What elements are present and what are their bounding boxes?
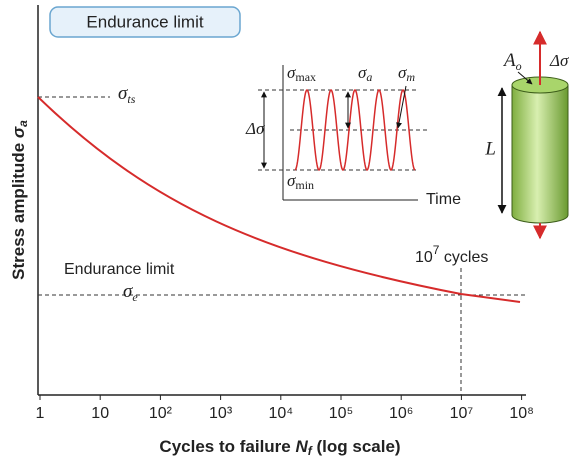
label-part: min: [295, 178, 314, 192]
min-label: σmin: [287, 171, 314, 192]
label-part: 7: [433, 243, 440, 257]
specimen-body: [511, 85, 569, 224]
x-tick-label: 10²: [149, 405, 173, 422]
label-part: σ: [118, 83, 128, 104]
sn-curve: [37, 96, 521, 303]
label-part: A: [502, 50, 516, 71]
area-label: Ao: [502, 50, 522, 72]
y-axis-label: Stress amplitude σa: [9, 120, 30, 280]
x-tick-label: 10⁶: [389, 405, 413, 422]
x-ticks: 1 10 10² 10³ 10⁴ 10⁵ 10⁶ 10⁷ 10⁸: [36, 395, 534, 422]
label-part: 10: [415, 249, 433, 266]
inset-wave: [294, 89, 416, 171]
endurance-symbol: σe: [123, 281, 138, 303]
x-tick-label: 10⁷: [450, 405, 474, 422]
label-part: σ: [358, 63, 367, 82]
y-label-symbol: σ: [9, 126, 28, 138]
x-tick-label: 10⁸: [509, 405, 534, 422]
ts-label: σts: [118, 83, 136, 105]
label-part: σ: [398, 63, 407, 82]
x-tick-label: 10³: [209, 405, 233, 422]
length-label: L: [484, 138, 496, 159]
label-part: σ: [123, 281, 133, 302]
y-label-sub: a: [16, 120, 30, 127]
label-part: σ: [287, 171, 296, 190]
x-label-sub: f: [308, 444, 313, 458]
mean-label: σm: [398, 63, 415, 84]
inset-time: Time: [426, 191, 461, 208]
cycles-label: 107 cycles: [415, 243, 488, 266]
label-part: cycles: [439, 249, 488, 266]
x-label-text: Cycles to failure: [159, 437, 295, 456]
label-part: σ: [287, 63, 296, 82]
amp-label: σa: [358, 63, 372, 84]
label-part: m: [406, 70, 415, 84]
max-label: σmax: [287, 63, 316, 84]
range-label: Δσ: [245, 119, 265, 138]
area-arrow: [517, 71, 533, 85]
load-label: Δσ: [549, 51, 569, 70]
title: Endurance limit: [86, 12, 203, 31]
x-axis-label: Cycles to failure Nf (log scale): [159, 437, 400, 458]
title-box: [49, 6, 241, 38]
x-label-symbol: N: [295, 437, 308, 456]
mean-arrow: [396, 85, 407, 129]
endurance-text: Endurance limit: [64, 261, 175, 278]
label-part: o: [516, 59, 522, 73]
x-tick-label: 10⁵: [329, 405, 353, 422]
label-part: ts: [127, 92, 135, 106]
x-tick-label: 10: [91, 405, 109, 422]
label-part: a: [366, 70, 372, 84]
label-part: max: [295, 70, 316, 84]
x-tick-label: 1: [36, 405, 45, 422]
x-label-suffix: (log scale): [312, 437, 401, 456]
x-tick-label: 10⁴: [268, 405, 293, 422]
y-label-text: Stress amplitude: [9, 138, 28, 280]
label-part: e: [132, 290, 138, 304]
